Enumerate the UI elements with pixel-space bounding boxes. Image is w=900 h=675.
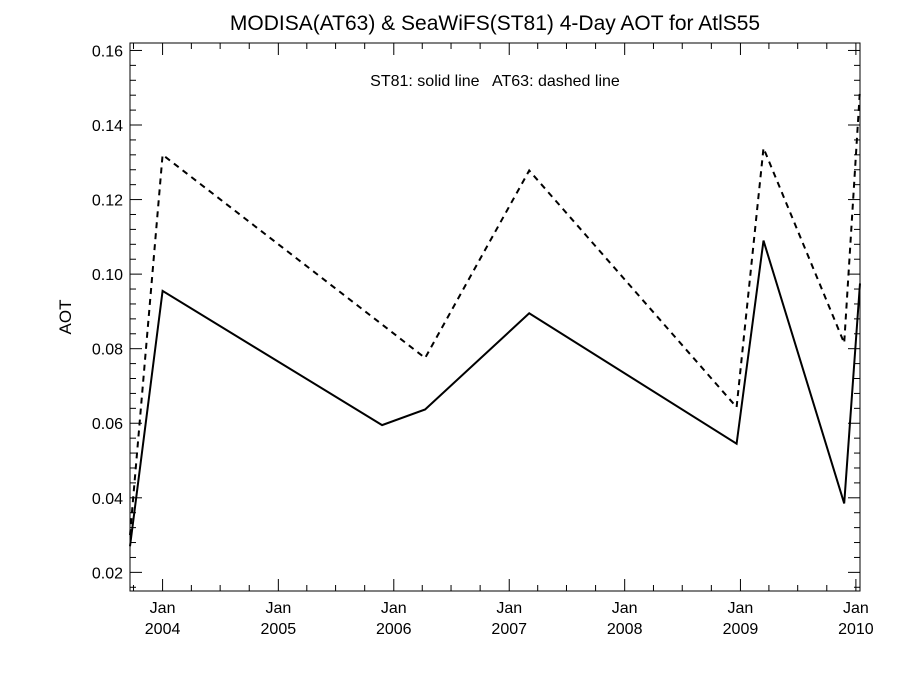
plot-frame <box>129 42 861 592</box>
y-tick-label: 0.16 <box>92 43 123 60</box>
x-tick-month-label: Jan <box>728 600 754 617</box>
x-tick-month-label: Jan <box>612 600 638 617</box>
y-tick-label: 0.06 <box>92 416 123 433</box>
y-tick-label: 0.08 <box>92 342 123 359</box>
x-tick-year-label: 2006 <box>376 621 412 638</box>
x-tick-year-label: 2005 <box>261 621 297 638</box>
y-tick-label: 0.02 <box>92 565 123 582</box>
x-tick-month-label: Jan <box>150 600 176 617</box>
x-tick-month-label: Jan <box>496 600 522 617</box>
x-tick-month-label: Jan <box>843 600 869 617</box>
series-line-at63 <box>129 89 861 536</box>
y-tick-label: 0.04 <box>92 491 123 508</box>
x-tick-year-label: 2010 <box>838 621 874 638</box>
series-line-st81 <box>129 240 861 547</box>
axis-ticks: 0.02 0.04 0.06 0.08 0.10 0.12 0.14 0.16 Jan 2004 J… <box>92 43 874 638</box>
y-tick-label: 0.12 <box>92 193 123 210</box>
y-tick-label: 0.10 <box>92 267 123 284</box>
legend-annotation: ST81: solid line AT63: dashed line <box>370 73 620 90</box>
y-axis-label: AOT <box>56 300 75 335</box>
x-tick-month-label: Jan <box>265 600 291 617</box>
chart-title: MODISA(AT63) & SeaWiFS(ST81) 4-Day AOT f… <box>230 12 760 35</box>
x-tick-year-label: 2007 <box>491 621 527 638</box>
x-tick-month-label: Jan <box>381 600 407 617</box>
x-tick-year-label: 2004 <box>145 621 181 638</box>
series-lines <box>129 89 861 547</box>
x-tick-year-label: 2009 <box>723 621 759 638</box>
x-tick-year-label: 2008 <box>607 621 643 638</box>
y-tick-label: 0.14 <box>92 118 123 135</box>
